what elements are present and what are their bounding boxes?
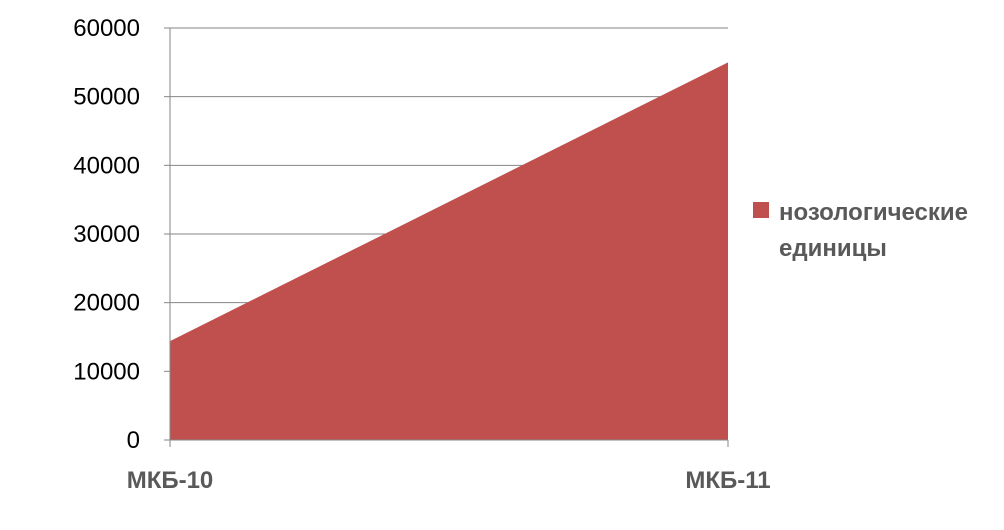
x-tick-label-1: МКБ-11 (685, 467, 770, 494)
y-tick-label-20000: 20000 (73, 290, 140, 317)
y-tick-label-10000: 10000 (73, 358, 140, 385)
y-axis-tick-labels: 0 10000 20000 30000 40000 50000 60000 (73, 15, 140, 454)
x-axis-tick-labels: МКБ-10 МКБ-11 (127, 467, 771, 494)
legend-swatch (753, 202, 769, 218)
axes (164, 27, 729, 447)
legend-label-line-1: нозологические (779, 199, 968, 226)
area-series-layer (170, 62, 728, 440)
y-tick-label-60000: 60000 (73, 15, 140, 42)
y-tick-label-0: 0 (127, 427, 140, 454)
y-tick-label-50000: 50000 (73, 84, 140, 111)
legend: нозологические единицы (753, 199, 968, 262)
y-tick-label-40000: 40000 (73, 152, 140, 179)
area-series-0 (170, 62, 728, 440)
y-tick-label-30000: 30000 (73, 221, 140, 248)
x-tick-label-0: МКБ-10 (127, 467, 214, 494)
legend-label-line-2: единицы (779, 235, 887, 262)
